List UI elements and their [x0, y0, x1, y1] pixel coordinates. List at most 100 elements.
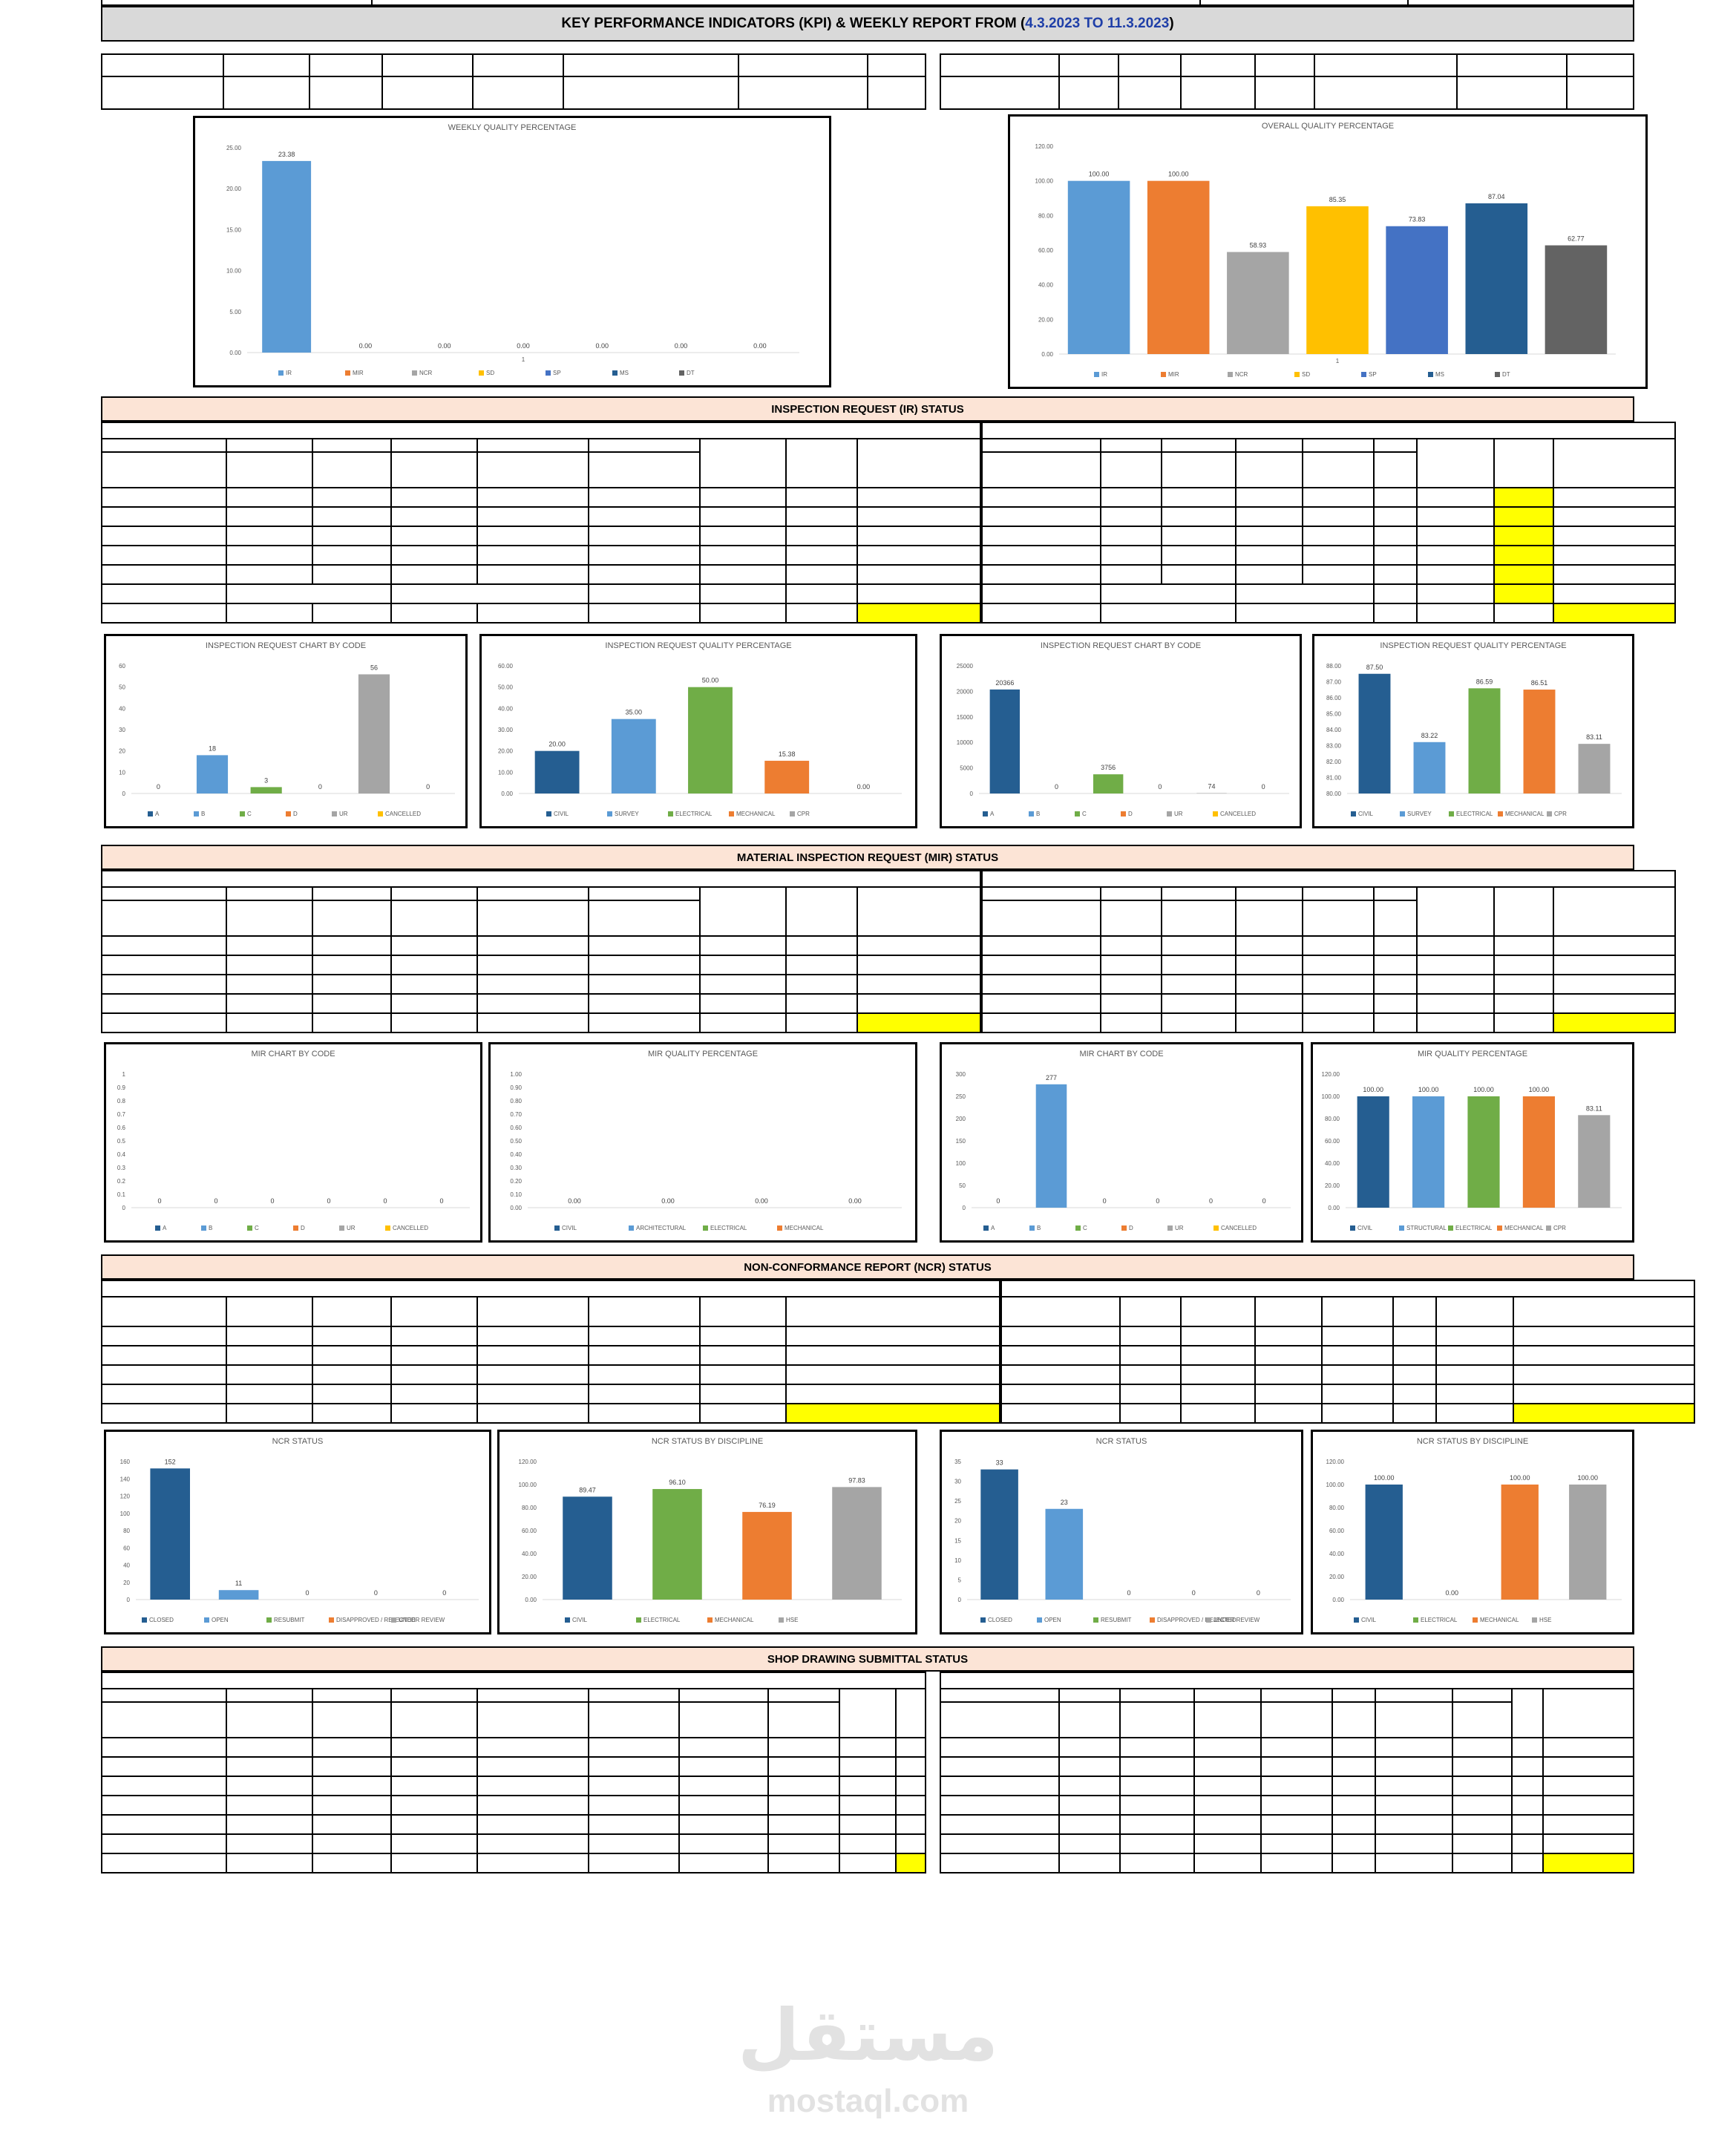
legend-swatch: [1350, 1225, 1355, 1231]
column-header: [476, 1701, 589, 1738]
row-value: [1100, 564, 1163, 585]
row-value: [1100, 955, 1163, 975]
code-row: [981, 438, 1677, 488]
legend-label: OPEN: [212, 1617, 229, 1623]
row-rate: [1542, 1814, 1635, 1835]
row-description: [101, 1756, 227, 1777]
row-value: [1493, 545, 1555, 566]
row-value: [1373, 545, 1418, 566]
data-label: 100.00: [1363, 1086, 1383, 1093]
row-value: [1119, 1345, 1182, 1366]
row-value: [390, 545, 478, 566]
kpi-row-label: [940, 76, 1060, 110]
y-tick-label: 15000: [957, 714, 974, 721]
code-header: [390, 886, 478, 901]
row-value: [312, 1364, 392, 1385]
row-rate: [894, 1756, 927, 1777]
column-header: [1373, 451, 1418, 488]
total-value: [588, 1403, 701, 1424]
row-description: [981, 506, 1102, 527]
y-tick-label: 80.00: [1325, 1116, 1340, 1122]
legend-label: CIVIL: [1361, 1617, 1377, 1623]
row-value: [1193, 1814, 1262, 1835]
y-tick-label: 50: [959, 1182, 966, 1189]
row-value: [1058, 1833, 1121, 1854]
column-header: [390, 900, 478, 937]
legend-swatch: [1449, 811, 1454, 816]
row-description: [101, 1345, 227, 1366]
data-label: 0.00: [568, 1197, 581, 1205]
bar: [1093, 774, 1124, 793]
legend-swatch: [1497, 1225, 1502, 1231]
table-row: [1000, 1384, 1695, 1404]
row-value: [390, 935, 478, 956]
data-label: 0: [1156, 1197, 1159, 1205]
legend-label: CANCELLED: [1220, 811, 1256, 817]
row-value: [1254, 1326, 1323, 1346]
legend-label: DISAPPROVED / REJECTED: [1157, 1617, 1237, 1623]
row-value: [699, 526, 787, 546]
row-description: [1000, 1326, 1121, 1346]
row-value: [312, 564, 392, 585]
y-tick-label: 25: [954, 1498, 961, 1505]
bar: [742, 1511, 792, 1600]
column-header: [476, 1296, 589, 1327]
total-value: [785, 603, 858, 624]
column-header: [312, 1296, 392, 1327]
sd-section-title: SHOP DRAWING SUBMITTAL STATUS: [101, 1646, 1634, 1672]
kpi-header: [1118, 53, 1182, 77]
total-value: [1254, 1403, 1323, 1424]
description-label: [939, 1701, 1060, 1738]
legend-label: CPR: [1554, 811, 1567, 817]
row-rate: [1553, 526, 1677, 546]
total-header: [1493, 438, 1555, 488]
row-value: [699, 564, 787, 585]
y-tick-label: 87.00: [1326, 679, 1342, 686]
row-description: [101, 1795, 227, 1816]
legend-swatch: [1228, 372, 1233, 377]
code-header: [1373, 886, 1418, 901]
kpi-value: [1180, 76, 1256, 110]
row-value: [1119, 1384, 1182, 1404]
row-value: [1180, 1345, 1256, 1366]
row-description: [101, 1384, 227, 1404]
row-value: [1161, 506, 1237, 527]
row-value: [226, 526, 313, 546]
row-value: [1374, 1795, 1453, 1816]
bar: [1522, 1096, 1555, 1208]
y-tick-label: 300: [956, 1071, 966, 1078]
row-value: [312, 506, 392, 527]
code-header: [1373, 438, 1418, 453]
row-value: [1235, 487, 1304, 508]
code-header: [1374, 1688, 1453, 1703]
row-rate: [894, 1776, 927, 1796]
legend-label: SD: [1302, 371, 1310, 378]
row-rate: [856, 526, 982, 546]
description-label: [981, 900, 1102, 937]
row-value: [1331, 1814, 1376, 1835]
data-label: 3: [264, 776, 268, 784]
row-description: [101, 506, 227, 527]
total-value: [476, 1853, 589, 1873]
row-value: [1100, 545, 1163, 566]
row-description: [981, 955, 1102, 975]
row-rate: [894, 1814, 927, 1835]
row-description: [101, 993, 227, 1014]
legend-label: CPR: [1553, 1225, 1566, 1231]
row-value: [226, 974, 313, 995]
kpi-value: [1566, 76, 1634, 110]
data-label: 0.00: [857, 783, 871, 791]
legend-swatch: [790, 811, 795, 816]
row-value: [312, 1384, 392, 1404]
kpi-header: [940, 53, 1060, 77]
mir-quality-overall-chart: MIR QUALITY PERCENTAGE 0.00 20.00 40.00 60.0…: [1311, 1042, 1634, 1243]
table-row: [939, 1737, 1635, 1758]
row-value: [1058, 1737, 1121, 1758]
row-value: [1374, 1776, 1453, 1796]
row-value: [1451, 1776, 1513, 1796]
legend-label: D: [293, 811, 298, 817]
total-label: [981, 1012, 1102, 1033]
row-description: [101, 487, 227, 508]
status-title: [1000, 1280, 1695, 1297]
total-rate: [856, 603, 982, 624]
